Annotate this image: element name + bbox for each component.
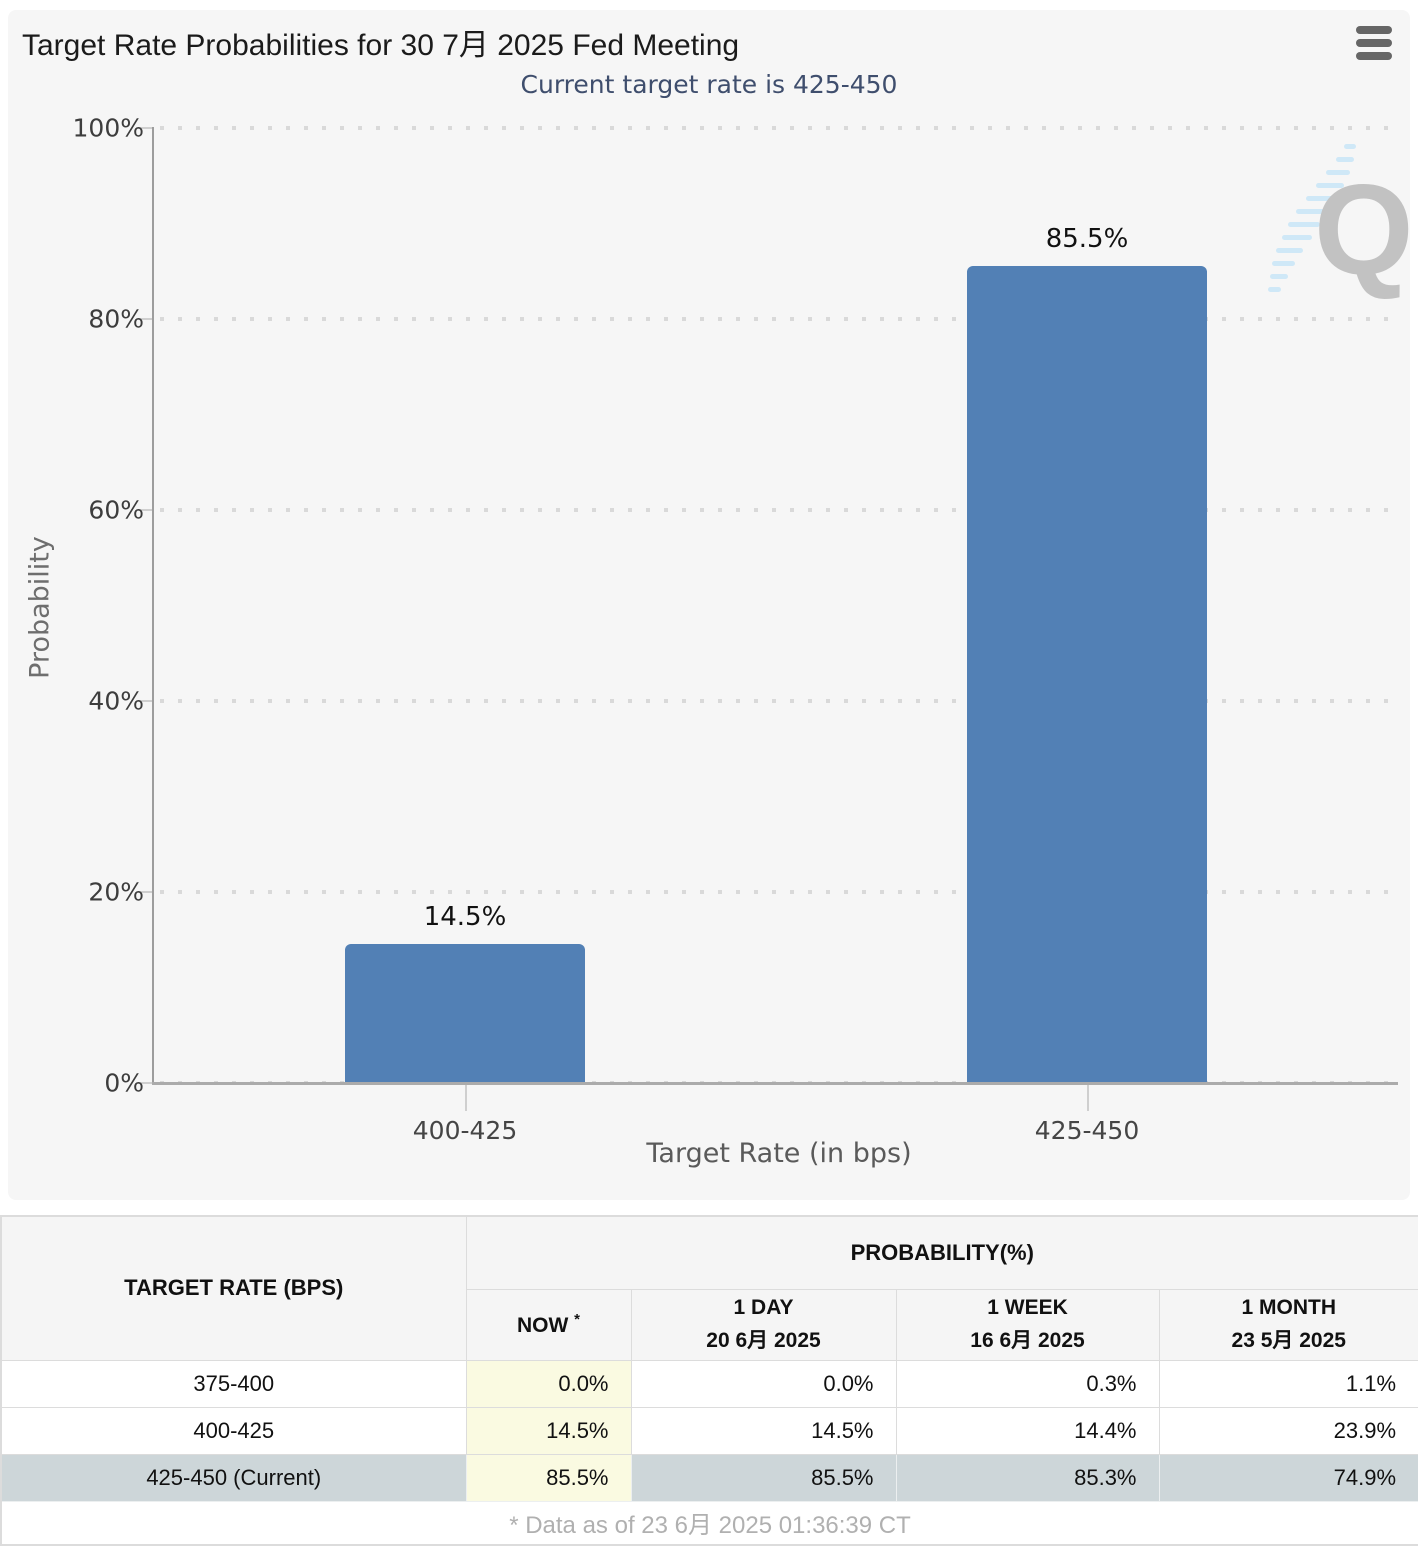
y-tick bbox=[138, 127, 152, 129]
prob-now: 85.5% bbox=[465, 1453, 632, 1502]
prob-1-month: 1.1% bbox=[1158, 1359, 1418, 1408]
gridline-60 bbox=[160, 508, 1398, 512]
prob-now: 14.5% bbox=[465, 1406, 632, 1455]
chart-panel: Target Rate Probabilities for 30 7月 2025… bbox=[8, 10, 1414, 1200]
y-tick bbox=[138, 1082, 152, 1084]
col-header-target-rate: TARGET RATE (BPS) bbox=[0, 1215, 467, 1361]
y-tick bbox=[138, 700, 152, 702]
bar-value-label: 85.5% bbox=[1045, 223, 1129, 254]
y-tick-label: 60% bbox=[88, 495, 144, 525]
plot-area: 0% 20% 40% 60% 80% 100% Probability 14.5… bbox=[8, 10, 1414, 1200]
prob-now: 0.0% bbox=[465, 1359, 632, 1408]
bar-value-label: 14.5% bbox=[423, 902, 507, 933]
data-as-of-footnote: * Data as of 23 6月 2025 01:36:39 CT bbox=[0, 1500, 1418, 1546]
gridline-80 bbox=[160, 317, 1398, 321]
table-row-425-450-current: 425-450 (Current) 85.5% 85.5% 85.3% 74.9… bbox=[0, 1453, 1418, 1502]
y-tick-label: 20% bbox=[88, 877, 144, 907]
probability-table: TARGET RATE (BPS) PROBABILITY(%) NOW * 1… bbox=[0, 1215, 1418, 1546]
prob-1-week: 14.4% bbox=[895, 1406, 1160, 1455]
y-tick bbox=[138, 891, 152, 893]
bar-slot-425-450: 85.5% 425-450 bbox=[776, 127, 1398, 1145]
y-tick-label: 0% bbox=[104, 1068, 144, 1098]
y-tick-label: 100% bbox=[72, 113, 144, 143]
col-header-1-month: 1 MONTH 23 5月 2025 bbox=[1158, 1288, 1418, 1361]
x-axis-title: Target Rate (in bps) bbox=[646, 1138, 912, 1169]
gridline-100 bbox=[160, 126, 1398, 130]
col-header-now: NOW * bbox=[465, 1288, 632, 1361]
prob-1-week: 0.3% bbox=[895, 1359, 1160, 1408]
x-category-label: 400-425 bbox=[412, 1116, 518, 1145]
col-header-probability: PROBABILITY(%) bbox=[465, 1215, 1418, 1290]
prob-1-week: 85.3% bbox=[895, 1453, 1160, 1502]
x-category-label: 425-450 bbox=[1034, 1116, 1140, 1145]
prob-1-month: 74.9% bbox=[1158, 1453, 1418, 1502]
rate-range: 425-450 (Current) bbox=[0, 1453, 467, 1502]
col-header-1-day: 1 DAY 20 6月 2025 bbox=[630, 1288, 897, 1361]
prob-1-day: 0.0% bbox=[630, 1359, 897, 1408]
y-axis-line bbox=[152, 127, 154, 1083]
x-tick bbox=[1087, 1085, 1089, 1111]
prob-1-day: 85.5% bbox=[630, 1453, 897, 1502]
y-tick-label: 80% bbox=[88, 304, 144, 334]
x-axis-line bbox=[152, 1082, 1398, 1085]
bar-slot-400-425: 14.5% 400-425 bbox=[154, 127, 776, 1145]
gridline-20 bbox=[160, 890, 1398, 894]
rate-range: 400-425 bbox=[0, 1406, 467, 1455]
bar-400-425[interactable] bbox=[345, 944, 585, 1083]
hamburger-menu-button[interactable] bbox=[1356, 26, 1392, 60]
y-axis-title: Probability bbox=[24, 536, 56, 679]
rate-range: 375-400 bbox=[0, 1359, 467, 1408]
gridline-40 bbox=[160, 699, 1398, 703]
chart-subtitle: Current target rate is 425-450 bbox=[520, 70, 898, 99]
svg-text:Q: Q bbox=[1314, 159, 1414, 302]
hamburger-menu-icon bbox=[1356, 26, 1392, 34]
prob-1-month: 23.9% bbox=[1158, 1406, 1418, 1455]
y-tick bbox=[138, 318, 152, 320]
hamburger-menu-icon bbox=[1356, 39, 1392, 47]
prob-1-day: 14.5% bbox=[630, 1406, 897, 1455]
bar-425-450[interactable] bbox=[967, 265, 1207, 1083]
col-header-1-week: 1 WEEK 16 6月 2025 bbox=[895, 1288, 1160, 1361]
x-tick bbox=[465, 1085, 467, 1111]
hamburger-menu-icon bbox=[1356, 52, 1392, 60]
quikstrike-watermark-icon: Q bbox=[1268, 144, 1414, 302]
bars-area: 14.5% 400-425 85.5% 425-450 bbox=[154, 127, 1398, 1145]
table-row-375-400: 375-400 0.0% 0.0% 0.3% 1.1% bbox=[0, 1359, 1418, 1408]
table-row-400-425: 400-425 14.5% 14.5% 14.4% 23.9% bbox=[0, 1406, 1418, 1455]
y-tick bbox=[138, 509, 152, 511]
y-tick-label: 40% bbox=[88, 686, 144, 716]
chart-title: Target Rate Probabilities for 30 7月 2025… bbox=[22, 29, 740, 62]
